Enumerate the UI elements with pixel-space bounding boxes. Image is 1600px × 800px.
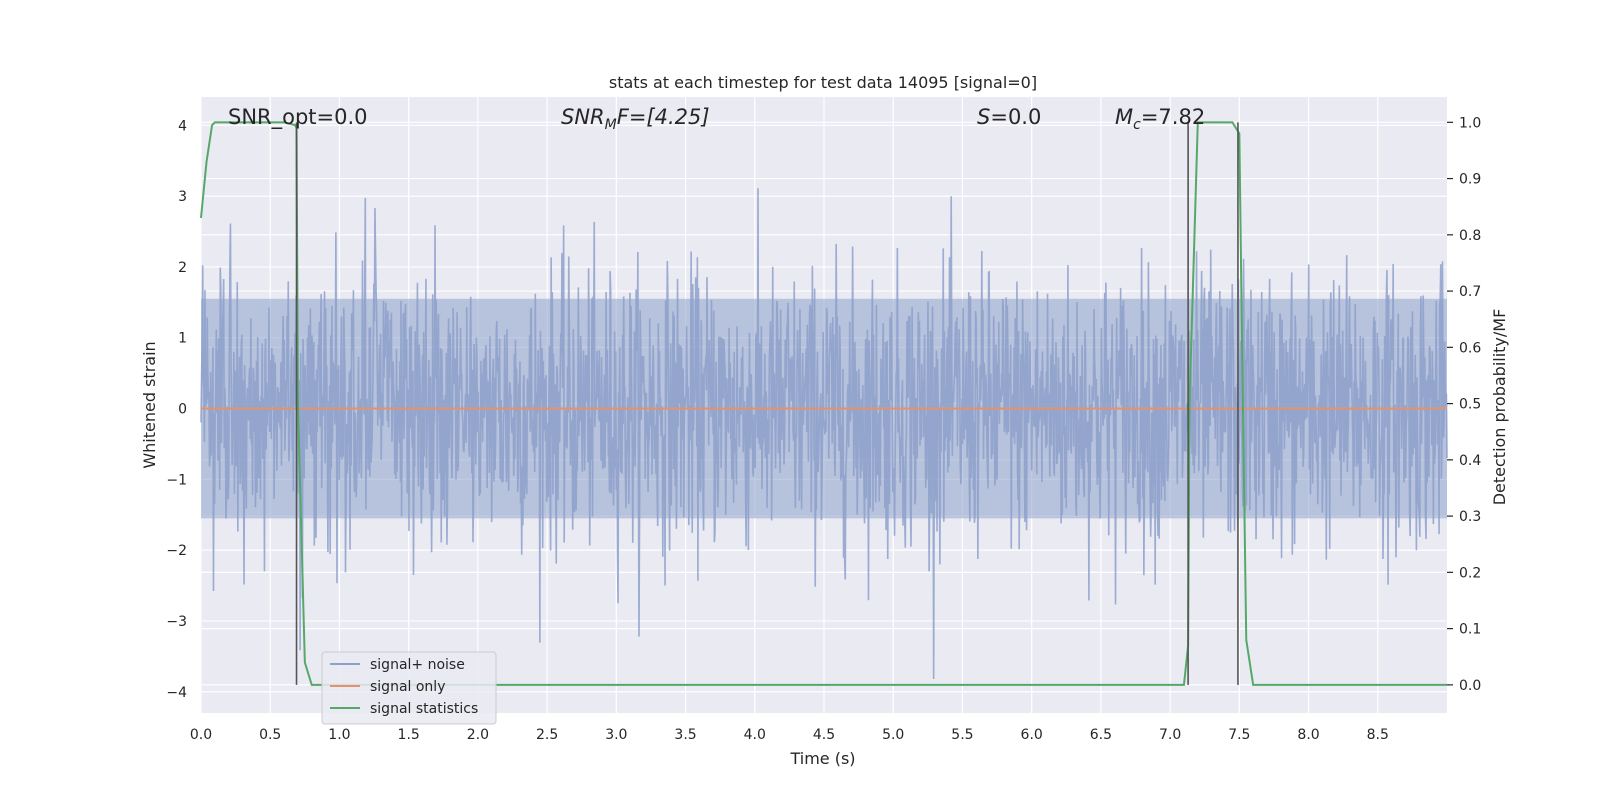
x-tick-label: 6.0 (1021, 727, 1043, 743)
x-tick-label: 0.5 (259, 727, 281, 743)
annotation-mc-rest: =7.82 (1141, 105, 1205, 129)
x-tick-label: 7.5 (1228, 727, 1250, 743)
x-tick-label: 0.0 (190, 727, 212, 743)
y-tick-label: 2 (178, 260, 187, 276)
x-tick-label: 4.5 (813, 727, 835, 743)
x-tick-label: 1.5 (398, 727, 420, 743)
legend-label-signal-noise: signal+ noise (370, 657, 465, 673)
annotation-mc-sub: c (1133, 117, 1141, 133)
legend: signal+ noise signal only signal statist… (321, 651, 497, 725)
y-right-tick-label: 0.5 (1459, 397, 1481, 413)
annotation-snr-mf: SNRMF=[4.25] (561, 105, 710, 133)
series-line-signal-statistics (200, 121, 1447, 686)
x-tick-label: 3.5 (674, 727, 696, 743)
vertical-markers (295, 122, 1239, 685)
chart-title: stats at each timestep for test data 140… (609, 73, 1037, 92)
legend-label-signal-statistics: signal statistics (370, 701, 478, 717)
y-right-tick-label: 0.7 (1459, 284, 1481, 300)
y-tick-label: −3 (166, 614, 187, 630)
annotation-snr-opt: SNR_opt=0.0 (228, 105, 368, 130)
y-tick-label: −2 (166, 543, 187, 559)
annotation-s-rest: =0.0 (990, 105, 1041, 129)
y-right-axis-label: Detection probability/MF (1490, 309, 1509, 506)
series-layer (200, 121, 1447, 686)
y-right-tick-label: 0.9 (1459, 172, 1481, 188)
y-right-tick-label: 1.0 (1459, 115, 1481, 131)
y-axis-label: Whitened strain (140, 341, 159, 468)
y-tick-label: 0 (178, 402, 187, 418)
annotation-snr-mf-rest: F=[4.25] (617, 105, 710, 129)
y-right-tick-label: 0.2 (1459, 565, 1481, 581)
annotation-mc-main: M (1115, 105, 1133, 129)
x-tick-label: 5.0 (882, 727, 904, 743)
x-tick-label: 3.0 (605, 727, 627, 743)
y-right-tick-label: 0.8 (1459, 228, 1481, 244)
annotation-mc: Mc=7.82 (1115, 105, 1205, 133)
x-tick-label: 2.5 (536, 727, 558, 743)
y-tick-label: 4 (178, 118, 187, 134)
x-tick-label: 5.5 (951, 727, 973, 743)
annotation-snr-mf-sub: M (605, 117, 617, 133)
y-right-tick-label: 0.6 (1459, 340, 1481, 356)
x-tick-label: 8.0 (1297, 727, 1319, 743)
y-right-tick-label: 0.1 (1459, 622, 1481, 638)
y-tick-label: −1 (166, 472, 187, 488)
y-right-tick-labels: 0.0 0.1 0.2 0.3 0.4 0.5 0.6 0.7 0.8 0.9 1.0 (1447, 115, 1481, 694)
x-tick-label: 7.0 (1159, 727, 1181, 743)
annotation-s: S=0.0 (977, 105, 1041, 129)
annotation-s-main: S (977, 105, 990, 129)
y-tick-labels: −4 −3 −2 −1 0 1 2 3 4 (166, 118, 187, 700)
x-tick-label: 4.0 (744, 727, 766, 743)
y-right-tick-label: 0.4 (1459, 453, 1481, 469)
legend-box (321, 651, 497, 725)
x-tick-label: 2.0 (467, 727, 489, 743)
annotation-snr-mf-main: SNR (561, 105, 605, 129)
x-tick-label: 1.0 (328, 727, 350, 743)
legend-label-signal-only: signal only (370, 679, 445, 695)
x-tick-label: 6.5 (1090, 727, 1112, 743)
y-tick-label: 1 (178, 331, 187, 347)
y-right-tick-label: 0.0 (1459, 678, 1481, 694)
x-axis-label: Time (s) (789, 749, 855, 768)
x-tick-labels: 0.0 0.5 1.0 1.5 2.0 2.5 3.0 3.5 4.0 4.5 5.0 5.5 6.0 6… (190, 727, 1389, 743)
y-tick-label: 3 (178, 189, 187, 205)
y-right-tick-label: 0.3 (1459, 509, 1481, 525)
y-tick-label: −4 (166, 685, 187, 701)
x-tick-label: 8.5 (1367, 727, 1389, 743)
